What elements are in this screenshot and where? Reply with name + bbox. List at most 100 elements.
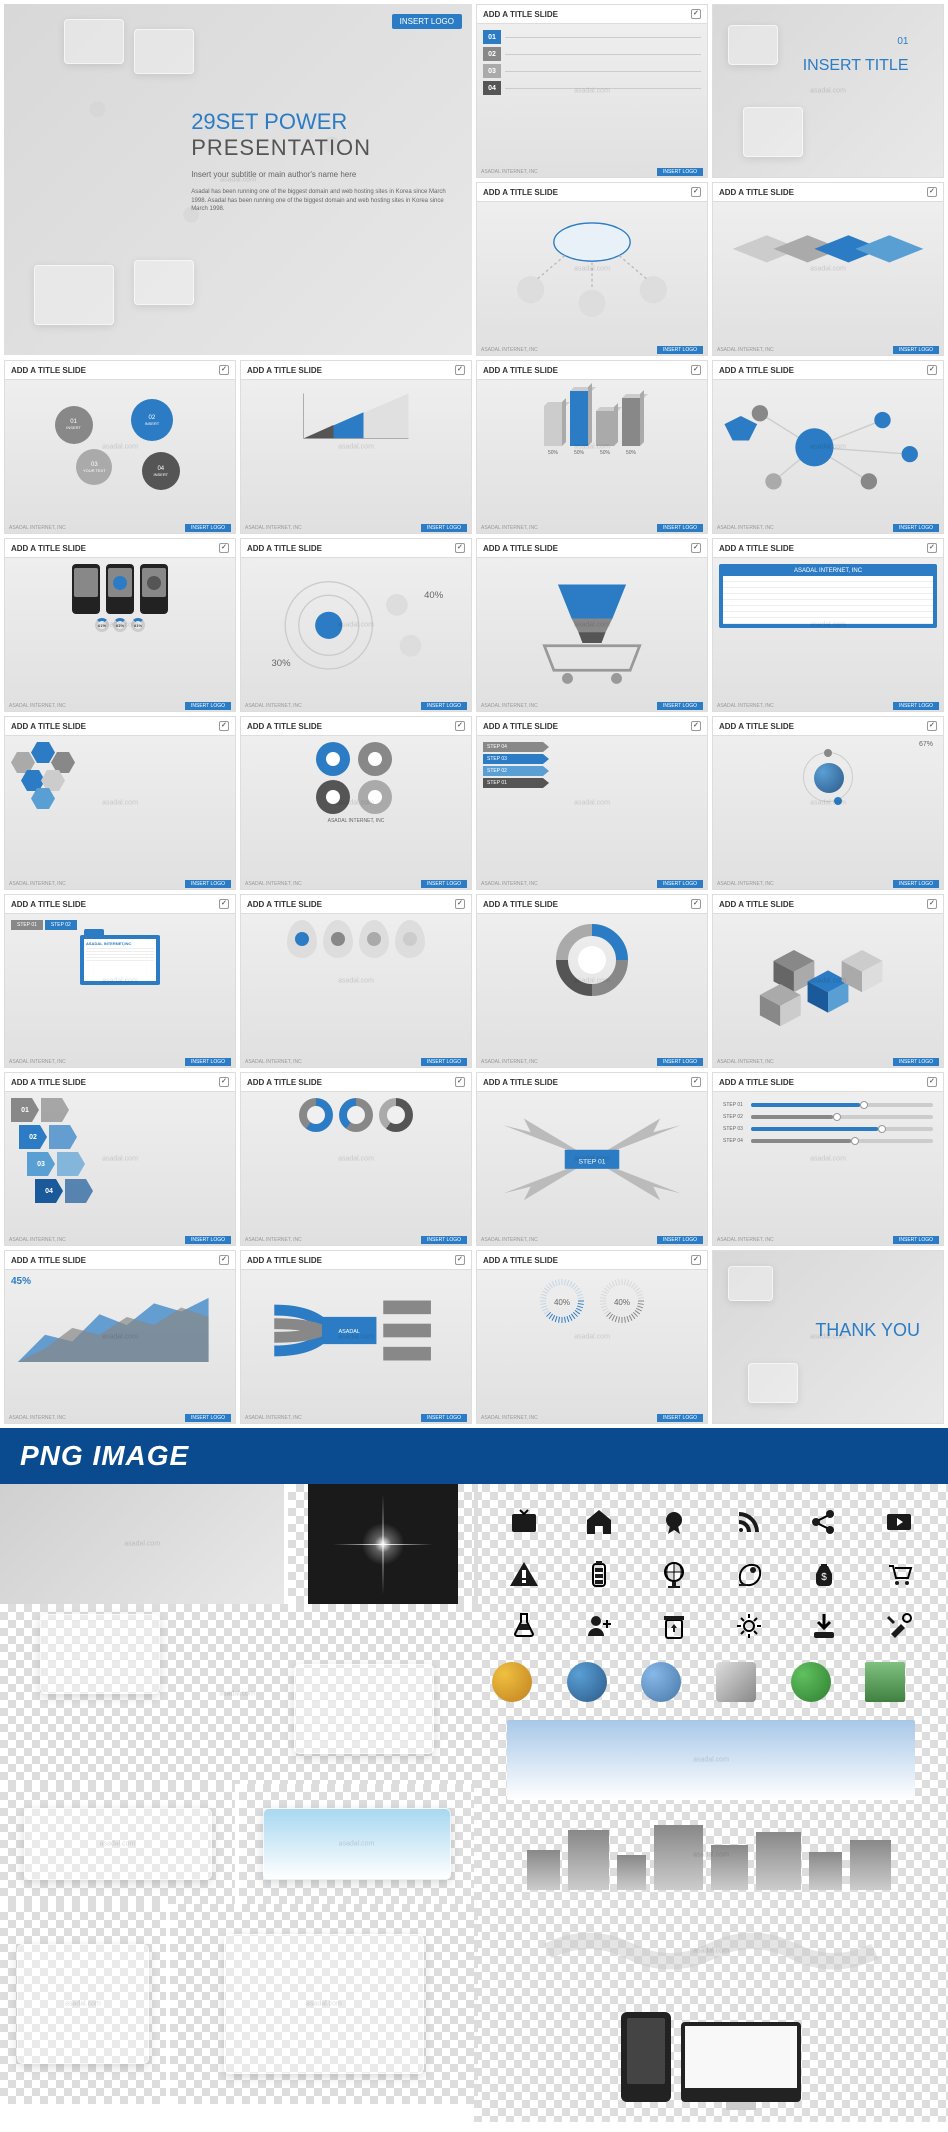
circle-icon	[358, 780, 392, 814]
mini-donut: 61%	[95, 618, 109, 632]
badge-icon	[642, 1502, 705, 1542]
list-item: 03	[483, 64, 701, 78]
slide-6: ADD A TITLE SLIDE 01INSERT02INSERT03YOUR…	[4, 360, 236, 534]
slide-24: ADD A TITLE SLIDE STEP 01 ASADAL INTERNE…	[476, 1072, 708, 1246]
step-arrow: STEP 01.step[style*="#555555"]::after{bo…	[483, 778, 543, 788]
circle-grid	[316, 742, 396, 814]
warning-icon	[492, 1554, 555, 1594]
drop-shape	[395, 920, 425, 958]
hexagon-cluster	[11, 742, 91, 812]
list-item: 04	[483, 81, 701, 95]
world-map-asset	[507, 1900, 916, 2002]
desktop-monitor-asset	[681, 2022, 801, 2102]
slider-item: STEP 03	[723, 1126, 933, 1132]
slide-29: THANK YOU asadal.com	[712, 1250, 944, 1424]
glass-panel-asset	[294, 1664, 434, 1754]
slide-10: ADD A TITLE SLIDE 61%61%61% ASADAL INTER…	[4, 538, 236, 712]
gear-icon	[717, 1606, 780, 1646]
donut-chart	[379, 1098, 413, 1132]
glass-panel	[64, 19, 124, 64]
bar-3d: 50%	[570, 391, 588, 456]
cloud-diagram-icon	[483, 208, 701, 331]
cycle-diagram	[542, 920, 642, 1000]
building-3d-icon	[865, 1662, 905, 1702]
tablet-asset	[24, 1808, 212, 1880]
svg-text:ASADAL: ASADAL	[338, 1329, 359, 1335]
slide-title: ADD A TITLE SLIDE	[477, 5, 707, 24]
step-arrow: STEP 03.step[style*="#2b7cc4"]::after{bo…	[483, 754, 543, 764]
slide-17: ADD A TITLE SLIDE 67% ASADAL INTERNET, I…	[712, 716, 944, 890]
circle-node: 01INSERT	[55, 406, 93, 444]
bars-3d: 50%50%50%50%	[483, 386, 701, 456]
slide-4: ADD A TITLE SLIDE ASADAL INTERNET, INCIN…	[476, 182, 708, 356]
hex-arrow-item: 03	[11, 1152, 229, 1176]
phones-row	[11, 564, 229, 614]
city-skyline-asset	[507, 1820, 916, 1890]
insert-title-text: INSERT TITLE	[803, 57, 909, 75]
user-3d-icon	[641, 1662, 681, 1702]
svg-text:30%: 30%	[272, 658, 292, 669]
hex-arrow-item: 04	[11, 1179, 229, 1203]
tools-icon	[867, 1606, 930, 1646]
globe-icon	[642, 1554, 705, 1594]
slide-9: ADD A TITLE SLIDE ASADAL INTERNET, INCIN…	[712, 360, 944, 534]
water-drops	[247, 920, 465, 958]
bar-3d: 50%	[622, 398, 640, 456]
slides-grid: INSERT LOGO 29SET POWER PRESENTATION Ins…	[0, 0, 948, 1428]
slide-11: ADD A TITLE SLIDE 40%30% ASADAL INTERNET…	[240, 538, 472, 712]
hex-arrow-item: 02	[11, 1125, 229, 1149]
list-item: 02	[483, 47, 701, 61]
home-icon	[567, 1502, 630, 1542]
donut-chart	[299, 1098, 333, 1132]
circle-node: 03YOUR TEXT	[76, 449, 112, 485]
shopping-cart-funnel-icon	[483, 564, 701, 687]
satellite-icon	[717, 1554, 780, 1594]
mini-donut: 61%	[113, 618, 127, 632]
battery-icon	[567, 1554, 630, 1594]
slide-23: ADD A TITLE SLIDE ASADAL INTERNET, INCIN…	[240, 1072, 472, 1246]
share-icon	[792, 1502, 855, 1542]
businessman-globe-asset	[507, 1720, 916, 1800]
sparkle-asset	[308, 1484, 458, 1604]
monitor-3d-icon	[716, 1662, 756, 1702]
slide-7: ADD A TITLE SLIDE ASADAL INTERNET, INCIN…	[240, 360, 472, 534]
circle-icon	[358, 742, 392, 776]
folder-table: ASADAL INTERNET,INC	[80, 935, 160, 985]
slide-26: ADD A TITLE SLIDE 45% ASADAL INTERNET, I…	[4, 1250, 236, 1424]
phone-mockup	[140, 564, 168, 614]
video-icon	[867, 1502, 930, 1542]
slider-item: STEP 02	[723, 1114, 933, 1120]
donut-row	[247, 1098, 465, 1132]
step-arrows: STEP 04.step[style*="#888888"]::after{bo…	[483, 742, 543, 788]
mini-donut: 61%	[131, 618, 145, 632]
slide-28: ADD A TITLE SLIDE 40%40% ASADAL INTERNET…	[476, 1250, 708, 1424]
cart-icon	[867, 1554, 930, 1594]
slide-25: ADD A TITLE SLIDE STEP 01STEP 02STEP 03S…	[712, 1072, 944, 1246]
color-icons-grid	[484, 1654, 938, 1710]
slide-12: ADD A TITLE SLIDE ASADAL INTERNET, INCIN…	[476, 538, 708, 712]
smartphone-asset	[621, 2012, 671, 2102]
radial-percent: 40%	[597, 1276, 647, 1331]
devices-asset	[484, 2002, 938, 2112]
sparkle-icon	[353, 1514, 413, 1574]
circles-diagram: 01INSERT02INSERT03YOUR TEXT04INSERT	[11, 386, 229, 518]
png-assets-section: PNG IMAGE asadal.com asadal.com asadal.c…	[0, 1428, 948, 2122]
globe-3d-icon	[567, 1662, 607, 1702]
svg-text:40%: 40%	[614, 1298, 630, 1307]
hero-slide: INSERT LOGO 29SET POWER PRESENTATION Ins…	[4, 4, 472, 355]
hexagon-background-asset: asadal.com	[0, 1484, 284, 1604]
glass-panel	[34, 265, 114, 325]
drop-shape	[287, 920, 317, 958]
thank-you-text: THANK YOU	[815, 1320, 920, 1341]
isometric-boxes	[719, 920, 937, 1043]
slide-3: 01 INSERT TITLE asadal.com	[712, 4, 944, 178]
circle-icon	[316, 742, 350, 776]
bar-3d: 50%	[596, 411, 614, 456]
tv-icon	[492, 1502, 555, 1542]
hex-arrow-list: 01020304	[11, 1098, 229, 1203]
drop-shape	[359, 920, 389, 958]
flask-icon	[492, 1606, 555, 1646]
slide-21: ADD A TITLE SLIDE ASADAL INTERNET, INCIN…	[712, 894, 944, 1068]
globe-orbit-diagram	[803, 752, 853, 802]
slide-18: ADD A TITLE SLIDE STEP 01STEP 02 ASADAL …	[4, 894, 236, 1068]
